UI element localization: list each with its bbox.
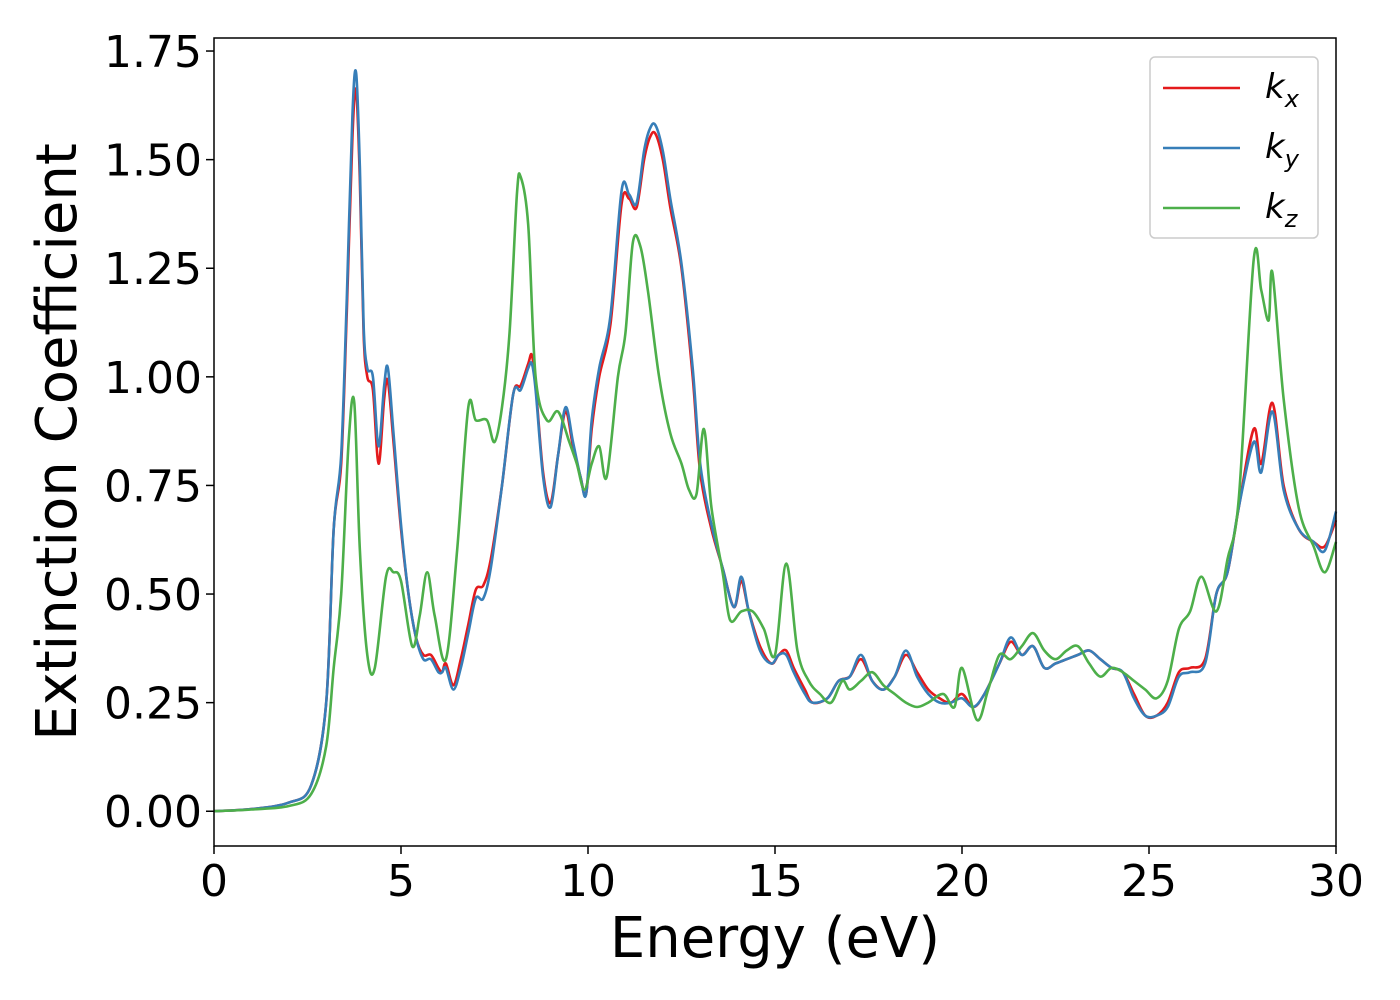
y-axis-title: Extinction Coefficient (25, 143, 90, 741)
legend-label-kz: kz (1265, 187, 1299, 233)
x-tick-label: 5 (387, 856, 415, 907)
y-tick-label: 0.75 (104, 461, 202, 512)
x-tick-label: 0 (200, 856, 228, 907)
y-axis-ticks: 0.00 0.25 0.50 0.75 1.00 1.25 1.50 1.75 (104, 27, 214, 838)
y-tick-label: 1.25 (104, 244, 202, 295)
y-tick-label: 0.25 (104, 679, 202, 730)
x-tick-label: 25 (1121, 856, 1177, 907)
y-tick-label: 1.75 (104, 27, 202, 78)
y-tick-label: 0.00 (104, 787, 202, 838)
x-axis-title: Energy (eV) (610, 906, 940, 971)
legend-label-ky: ky (1265, 127, 1300, 173)
plot-lines (213, 69, 1338, 813)
x-tick-label: 15 (747, 856, 803, 907)
x-tick-label: 30 (1308, 856, 1364, 907)
x-tick-label: 10 (560, 856, 616, 907)
y-tick-label: 1.00 (104, 353, 202, 404)
y-tick-label: 1.50 (104, 136, 202, 187)
series-line-ky (213, 69, 1338, 813)
y-tick-label: 0.50 (104, 570, 202, 621)
legend-label-kx: kx (1265, 67, 1300, 113)
x-tick-label: 20 (934, 856, 990, 907)
x-axis-ticks: 0 5 10 15 20 25 30 (200, 846, 1364, 907)
series-line-kz (213, 172, 1338, 813)
legend: kx ky kz (1149, 56, 1319, 239)
